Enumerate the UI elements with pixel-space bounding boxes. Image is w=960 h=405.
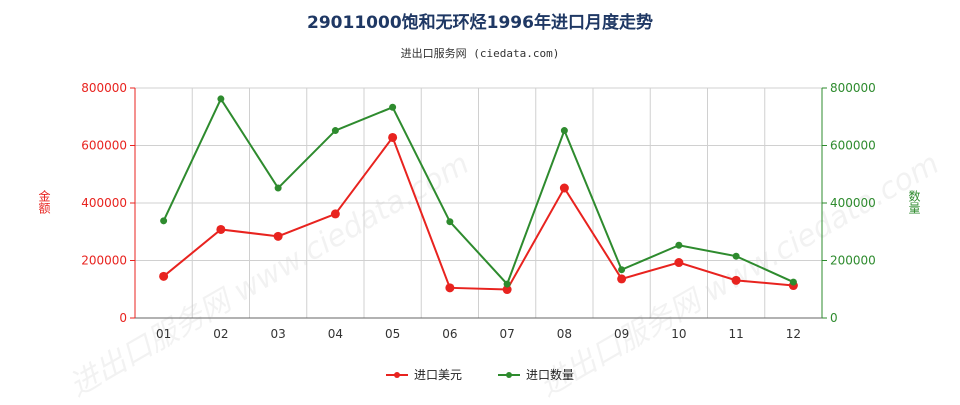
- x-tick-label: 05: [385, 327, 400, 341]
- data-point-qty: [560, 127, 568, 135]
- data-point-usd: [617, 274, 627, 284]
- y-right-tick-label: 200000: [830, 254, 876, 268]
- legend-label-usd: 进口美元: [413, 368, 462, 382]
- chart-subtitle: 进出口服务网 (ciedata.com): [400, 47, 560, 60]
- data-point-usd: [388, 132, 398, 142]
- legend-swatch-usd: [385, 371, 408, 378]
- legend-label-qty: 进口数量: [526, 368, 575, 382]
- x-tick-label: 01: [156, 327, 171, 341]
- data-point-qty: [618, 266, 626, 274]
- y-axis-left-label: 金额: [37, 190, 51, 214]
- x-tick-label: 02: [213, 327, 228, 341]
- series-line-qty: [162, 96, 794, 286]
- data-point-qty: [789, 278, 797, 286]
- x-tick-label: 12: [786, 327, 801, 341]
- data-point-qty: [217, 95, 225, 103]
- data-point-usd: [273, 231, 283, 241]
- y-right-tick-label: 0: [830, 311, 838, 325]
- data-point-usd: [445, 283, 455, 293]
- y-left-tick-label: 600000: [81, 139, 127, 153]
- data-point-qty: [446, 218, 454, 226]
- y-right-tick-label: 600000: [830, 139, 876, 153]
- data-point-qty: [732, 252, 740, 260]
- x-tick-label: 04: [328, 327, 343, 341]
- y-right-tick-label: 400000: [830, 196, 876, 210]
- data-point-qty: [389, 103, 397, 111]
- y-left-tick-label: 200000: [81, 254, 127, 268]
- legend-item-qty[interactable]: 进口数量: [498, 366, 574, 383]
- data-point-usd: [559, 183, 569, 193]
- data-point-qty: [675, 241, 683, 249]
- x-tick-label: 06: [442, 327, 457, 341]
- y-left-tick-label: 0: [119, 311, 127, 325]
- series-line-usd: [162, 135, 794, 291]
- legend-item-usd[interactable]: 进口美元: [385, 366, 462, 383]
- data-point-usd: [330, 209, 340, 219]
- x-tick-label: 11: [728, 327, 743, 341]
- data-point-qty: [160, 217, 168, 225]
- x-tick-label: 10: [671, 327, 686, 341]
- y-axis-right-label: 数量: [907, 190, 921, 214]
- data-point-qty: [274, 184, 282, 192]
- x-tick-label: 07: [499, 327, 514, 341]
- data-point-usd: [674, 258, 684, 268]
- x-tick-label: 09: [614, 327, 629, 341]
- chart-title: 29011000饱和无环烃1996年进口月度走势: [307, 13, 653, 33]
- data-point-qty: [503, 280, 511, 288]
- data-point-usd: [216, 224, 226, 234]
- legend: 进口美元 进口数量: [0, 366, 960, 383]
- legend-swatch-qty: [498, 371, 520, 378]
- data-point-usd: [502, 285, 512, 295]
- data-point-usd: [159, 271, 169, 281]
- data-point-qty: [331, 127, 339, 135]
- x-tick-label: 03: [270, 327, 285, 341]
- x-tick-label: 08: [557, 327, 572, 341]
- y-left-tick-label: 800000: [81, 81, 127, 95]
- data-point-usd: [731, 275, 741, 285]
- y-right-tick-label: 800000: [830, 81, 876, 95]
- y-left-tick-label: 400000: [81, 196, 127, 210]
